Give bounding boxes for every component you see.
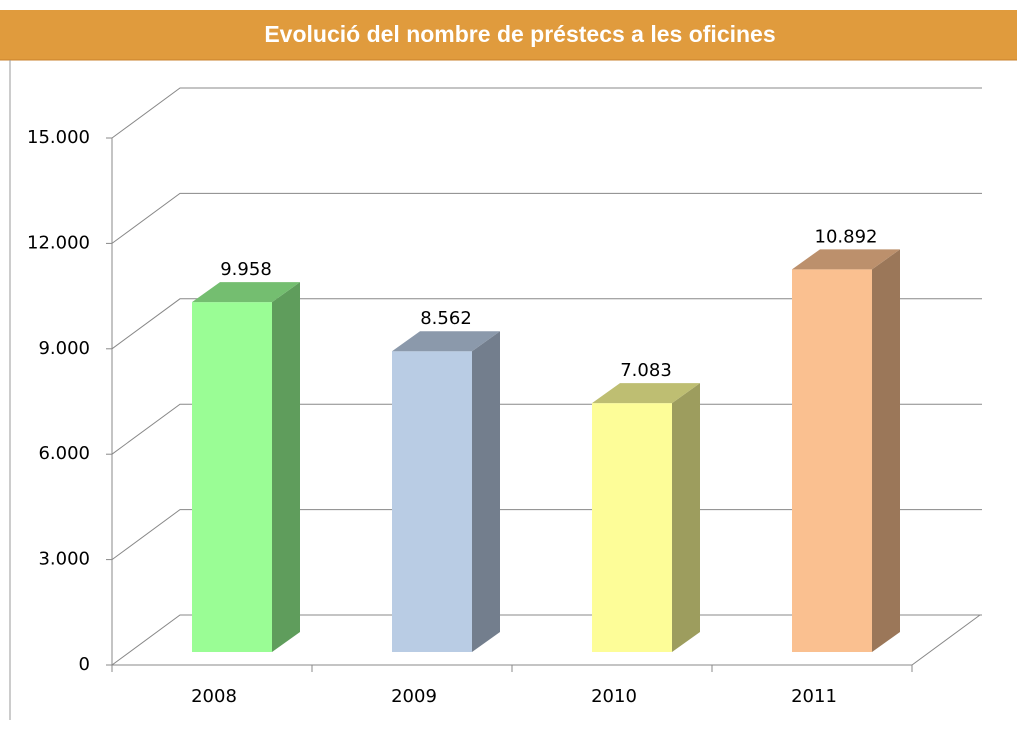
x-tick-label: 2010 [591, 686, 637, 707]
bar-side [272, 282, 300, 652]
y-tick-label: 0 [79, 654, 90, 675]
x-tick-label: 2008 [191, 686, 237, 707]
value-label: 10.892 [815, 226, 878, 247]
bar [592, 403, 672, 652]
y-tick-label: 3.000 [38, 549, 90, 570]
value-label: 8.562 [420, 308, 472, 329]
x-tick-label: 2009 [391, 686, 437, 707]
value-label: 7.083 [620, 360, 672, 381]
y-tick-label: 6.000 [38, 443, 90, 464]
bar-top [792, 249, 900, 270]
chart-title: Evolució del nombre de préstecs a les of… [264, 21, 775, 47]
bar [392, 351, 472, 652]
title-bar [0, 10, 1017, 60]
grid-line [111, 192, 982, 244]
grid-line [111, 614, 982, 666]
bar-top [392, 331, 500, 352]
bar-side [472, 331, 500, 652]
bar-side [672, 383, 700, 652]
bar-top [192, 282, 300, 303]
grid-line [111, 509, 982, 561]
y-tick-label: 15.000 [27, 127, 90, 148]
grid-line [111, 298, 982, 350]
bar-side [872, 249, 900, 652]
grid-line [111, 403, 982, 455]
x-tick-label: 2011 [791, 686, 837, 707]
bar-top [592, 383, 700, 404]
y-tick-label: 12.000 [27, 232, 90, 253]
bar [792, 269, 872, 652]
bar [192, 302, 272, 652]
y-tick-label: 9.000 [38, 338, 90, 359]
grid-line [111, 87, 982, 139]
value-label: 9.958 [220, 259, 272, 280]
